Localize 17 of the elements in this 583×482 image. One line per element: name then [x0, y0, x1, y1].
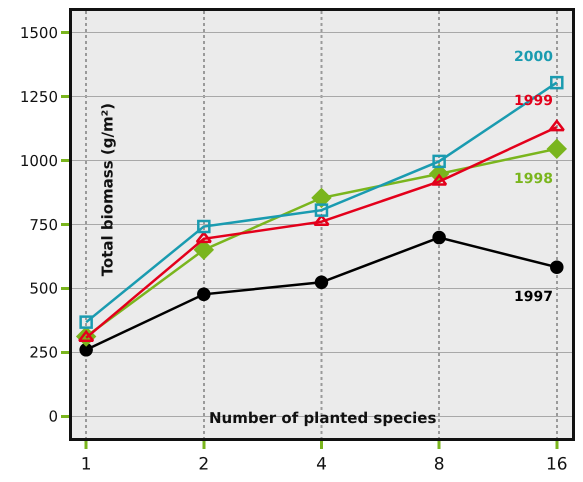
y-tick-label: 750	[29, 216, 58, 234]
x-tick-label: 1	[80, 454, 92, 474]
series-label: 1998	[514, 171, 553, 187]
x-tick-label: 4	[316, 454, 327, 474]
x-tick-label: 16	[546, 454, 568, 474]
y-tick-label: 1000	[20, 152, 58, 170]
series-label: 1997	[514, 289, 553, 305]
y-tick-label: 1500	[20, 24, 58, 42]
y-tick-label: 250	[29, 344, 58, 362]
x-tick-label: 8	[434, 454, 445, 474]
y-tick-label: 1250	[20, 88, 58, 106]
y-axis-title: Total biomass (g/m²)	[98, 102, 117, 276]
y-tick-label: 500	[29, 280, 58, 298]
x-axis-title: Number of planted species	[209, 409, 436, 427]
series-label: 2000	[514, 49, 554, 65]
x-tick-label: 2	[198, 454, 210, 474]
y-tick-label: 0	[48, 408, 58, 426]
